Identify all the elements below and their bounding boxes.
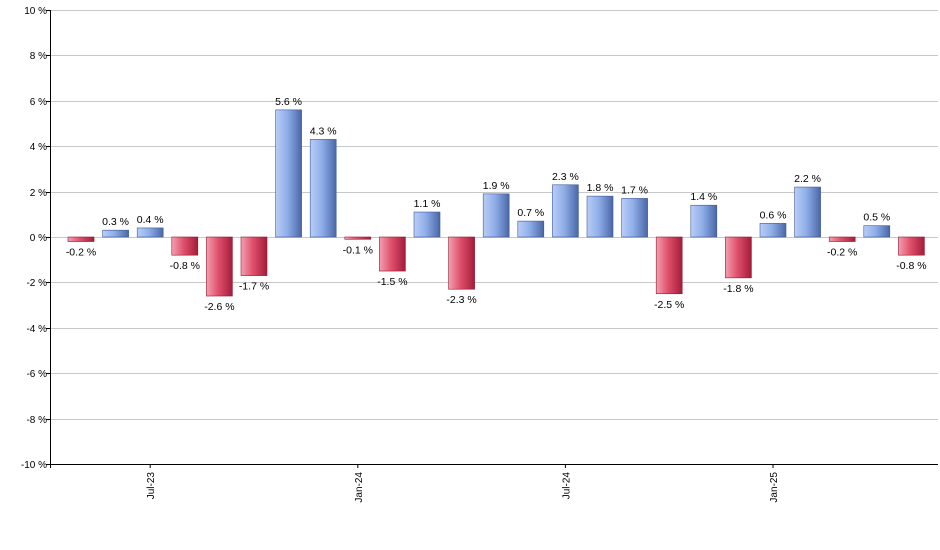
bar-value-label: -2.5 % bbox=[654, 299, 684, 311]
bar-value-label: -0.1 % bbox=[343, 244, 373, 256]
bar bbox=[898, 236, 925, 256]
y-tick-label: 6 % bbox=[30, 97, 47, 108]
y-tick-label: 0 % bbox=[30, 233, 47, 244]
bar-value-label: 1.1 % bbox=[414, 198, 441, 210]
bar bbox=[517, 220, 545, 238]
bar bbox=[136, 227, 164, 238]
y-tick-label: 8 % bbox=[30, 51, 47, 62]
bar-value-label: -0.8 % bbox=[896, 260, 926, 272]
y-tick-label: -2 % bbox=[26, 278, 47, 289]
bar bbox=[240, 236, 268, 276]
x-tick-label: Jul-23 bbox=[146, 472, 157, 500]
bar bbox=[102, 229, 129, 238]
bar bbox=[67, 236, 95, 242]
bar bbox=[482, 193, 510, 238]
bar bbox=[621, 198, 648, 238]
bar-value-label: 2.3 % bbox=[552, 171, 579, 183]
bar-value-label: 5.6 % bbox=[275, 96, 302, 108]
bar-value-label: -2.6 % bbox=[204, 301, 234, 313]
bar bbox=[413, 211, 441, 238]
x-tick-label: Jan-24 bbox=[354, 472, 365, 503]
axis-layer: -10 % -8 % -6 % -4 % -2 % 0 % 2 % 4 % 6 % 8 % 10 %… bbox=[21, 6, 938, 503]
bar-value-label: -0.2 % bbox=[827, 247, 857, 259]
bar bbox=[863, 225, 891, 238]
bar bbox=[379, 236, 406, 272]
y-tick-label: 2 % bbox=[30, 188, 47, 199]
bar-value-label: 1.4 % bbox=[690, 191, 717, 203]
bar bbox=[759, 223, 787, 238]
bar bbox=[552, 184, 579, 238]
label-layer: -0.2 % 0.3 % 0.4 % -0.8 % -2.6 % -1.7 % 5.6 % 4… bbox=[66, 96, 927, 313]
bar-layer bbox=[67, 109, 925, 297]
bar bbox=[309, 139, 337, 238]
y-tick-label: 4 % bbox=[30, 142, 47, 153]
bar-value-label: 1.7 % bbox=[621, 184, 648, 196]
bar-value-label: 2.2 % bbox=[794, 173, 821, 185]
bar-value-label: -0.2 % bbox=[66, 247, 96, 259]
bar bbox=[586, 195, 614, 238]
bar-value-label: 0.5 % bbox=[863, 212, 890, 224]
bar-value-label: -1.8 % bbox=[723, 283, 753, 295]
y-tick-label: -6 % bbox=[26, 369, 47, 380]
bar bbox=[690, 204, 718, 238]
bar-value-label: 0.7 % bbox=[517, 207, 544, 219]
bar-value-label: 4.3 % bbox=[310, 125, 337, 137]
bar bbox=[655, 236, 683, 295]
bar bbox=[206, 236, 233, 297]
bar bbox=[828, 236, 856, 242]
bar-value-label: -1.7 % bbox=[239, 281, 269, 293]
y-tick-label: 10 % bbox=[24, 6, 47, 17]
bar-value-label: 1.9 % bbox=[483, 180, 510, 192]
y-tick-label: -8 % bbox=[26, 415, 47, 426]
bar-value-label: 0.3 % bbox=[102, 216, 129, 228]
bar bbox=[344, 236, 372, 240]
bar-value-label: -2.3 % bbox=[446, 294, 476, 306]
bar bbox=[794, 186, 821, 238]
bar-value-label: -1.5 % bbox=[377, 276, 407, 288]
bar bbox=[448, 236, 475, 290]
x-tick-label: Jan-25 bbox=[769, 472, 780, 503]
bar bbox=[171, 236, 199, 256]
bar bbox=[275, 109, 302, 238]
bar-value-label: 1.8 % bbox=[587, 182, 614, 194]
bar-value-label: -0.8 % bbox=[170, 260, 200, 272]
bar-value-label: 0.4 % bbox=[137, 214, 164, 226]
y-tick-label: -10 % bbox=[21, 460, 47, 471]
x-tick-label: Jul-24 bbox=[561, 472, 572, 500]
y-tick-label: -4 % bbox=[26, 324, 47, 335]
bar-value-label: 0.6 % bbox=[760, 209, 787, 221]
bar bbox=[725, 236, 752, 279]
